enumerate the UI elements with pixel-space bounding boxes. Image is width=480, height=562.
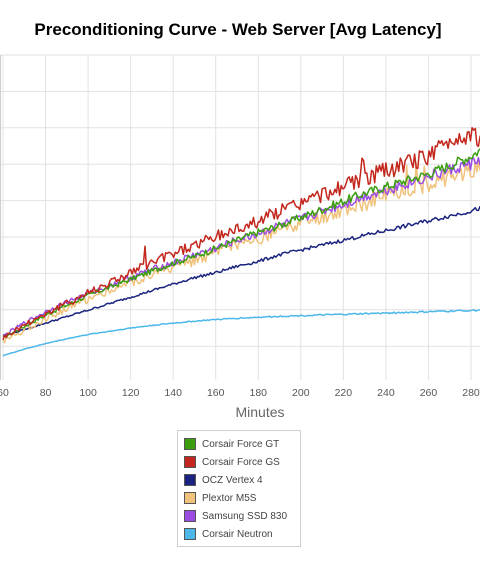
legend-swatch — [184, 492, 196, 504]
legend-label: OCZ Vertex 4 — [202, 474, 263, 486]
x-tick-label: 120 — [122, 387, 140, 399]
x-tick-label: 260 — [420, 387, 438, 399]
x-axis-label: Minutes — [235, 404, 284, 420]
legend-label: Corsair Force GS — [202, 456, 280, 468]
series-line — [2, 160, 480, 344]
series-layer — [2, 127, 480, 357]
legend-label: Samsung SSD 830 — [202, 510, 288, 522]
legend-item: Corsair Force GT — [184, 435, 300, 453]
x-tick-label: 140 — [164, 387, 182, 399]
series-line — [2, 308, 480, 357]
legend-swatch — [184, 456, 196, 468]
legend-item: Plextor M5S — [184, 489, 300, 507]
series-line — [2, 127, 480, 341]
x-tick-label: 60 — [0, 387, 9, 399]
legend-swatch — [184, 474, 196, 486]
legend-label: Corsair Neutron — [202, 528, 273, 540]
x-tick-label: 200 — [292, 387, 310, 399]
tick-layer: 60 80 100 120 140 160 180 200 220 240 260 280 — [0, 387, 480, 399]
x-tick-label: 80 — [40, 387, 52, 399]
series-line — [2, 148, 480, 339]
legend-item: OCZ Vertex 4 — [184, 471, 300, 489]
chart-plot: 60 80 100 120 140 160 180 200 220 240 260 280 Minut… — [0, 54, 480, 420]
legend-item: Samsung SSD 830 — [184, 507, 300, 525]
legend-swatch — [184, 528, 196, 540]
legend: Corsair Force GT Corsair Force GS OCZ Vert… — [177, 430, 301, 547]
legend-swatch — [184, 510, 196, 522]
series-line — [3, 156, 480, 336]
grid-layer — [0, 54, 480, 380]
legend-label: Plextor M5S — [202, 492, 257, 504]
series-line — [2, 205, 480, 337]
x-tick-label: 220 — [335, 387, 353, 399]
legend-swatch — [184, 438, 196, 450]
legend-item: Corsair Neutron — [184, 525, 300, 543]
x-tick-label: 280 — [462, 387, 480, 399]
x-tick-label: 100 — [79, 387, 97, 399]
legend-label: Corsair Force GT — [202, 438, 280, 450]
x-tick-label: 160 — [207, 387, 225, 399]
x-tick-label: 180 — [250, 387, 268, 399]
x-tick-label: 240 — [377, 387, 395, 399]
legend-item: Corsair Force GS — [184, 453, 300, 471]
chart-title: Preconditioning Curve - Web Server [Avg … — [34, 20, 442, 39]
